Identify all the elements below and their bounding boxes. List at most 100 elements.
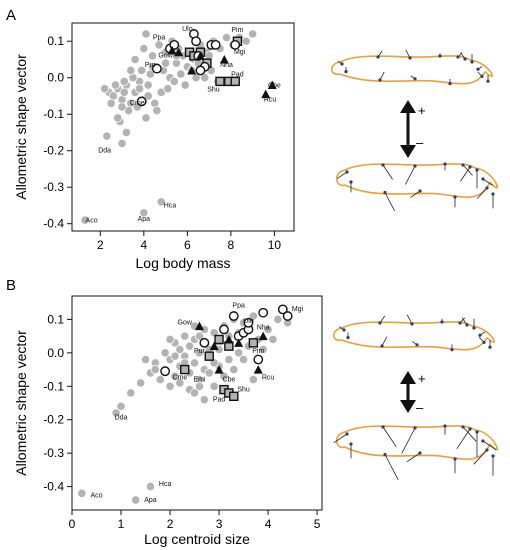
data-point [258, 344, 268, 355]
landmark-point [481, 439, 485, 443]
data-point [139, 208, 149, 218]
landmark-vector [482, 178, 493, 186]
data-point [100, 84, 110, 94]
landmark-point [485, 186, 489, 190]
species-label: Ulo [182, 26, 193, 33]
data-points-b [77, 304, 293, 505]
landmark-point [443, 162, 447, 166]
landmark-point [440, 320, 444, 324]
species-label: Dda [115, 415, 128, 422]
data-point [126, 65, 136, 76]
data-point [143, 91, 153, 101]
species-label: Rcu [264, 96, 277, 103]
x-tick-label: 8 [228, 238, 235, 252]
data-point [189, 358, 200, 368]
landmark-vector [384, 192, 395, 212]
triangle-marker [258, 331, 268, 341]
landmark-point [470, 60, 474, 64]
bone-outline [335, 431, 346, 449]
data-point [145, 481, 156, 492]
landmark-point [465, 323, 469, 327]
shape-b-negative [333, 424, 499, 480]
x-tick-label: 1 [118, 517, 125, 531]
landmark-point [463, 57, 467, 61]
data-point [263, 324, 273, 335]
bone-outline [344, 425, 476, 433]
landmark-point [376, 55, 380, 59]
landmark-point [345, 432, 349, 436]
landmark-point [443, 424, 447, 428]
triangle-marker [195, 51, 205, 60]
bone-outline [332, 327, 343, 342]
data-point [189, 388, 200, 398]
landmark-point [456, 55, 460, 59]
square-marker [215, 76, 225, 87]
species-label: Ulo [243, 318, 254, 325]
landmark-vector [382, 426, 397, 448]
x-tick-label: 5 [314, 517, 321, 531]
species-label: Cme [130, 100, 145, 107]
landmark-point [476, 67, 480, 71]
x-tick-label: 10 [268, 238, 282, 252]
circle-marker [230, 39, 241, 50]
data-point [141, 29, 151, 39]
data-point [130, 54, 140, 65]
data-point [165, 334, 175, 345]
species-label: Pad [213, 396, 226, 403]
circle-marker [199, 337, 210, 348]
bone-outline [335, 169, 346, 187]
species-label: Emi [193, 376, 206, 383]
bone-outline [341, 337, 488, 351]
species-label: Nha [220, 62, 233, 69]
landmark-vector [473, 449, 488, 465]
x-tick-label: 4 [140, 238, 147, 252]
y-axis-label-a: Allometric shape vector [13, 54, 29, 200]
species-label: Gow [178, 319, 193, 326]
data-point [131, 495, 141, 505]
landmark-point [478, 333, 482, 337]
data-point [134, 84, 145, 94]
data-point [204, 368, 214, 378]
bone-outline [344, 181, 491, 198]
plot-frame-b [71, 295, 323, 511]
data-point [224, 354, 234, 365]
data-point [180, 331, 190, 341]
panel-b: B 0.1 0.0 -0.1 -0.2 -0.3 -0.4 0 1 2 3 4 5 Aco Apa Hc… [6, 277, 323, 547]
landmark-point [453, 457, 457, 461]
circle-marker [258, 307, 269, 318]
bone-outline [474, 167, 499, 189]
y-tick-label: -0.2 [43, 144, 64, 158]
shape-illustrations: + – + – [330, 49, 499, 480]
y-axis-label-b: Allometric shape vector [13, 330, 29, 476]
landmark-vector [460, 166, 471, 182]
square-marker [204, 351, 214, 361]
landmark-point [381, 425, 385, 429]
species-label: Apa [144, 497, 157, 504]
shape-b-positive [332, 314, 496, 352]
bone-outline [339, 55, 471, 63]
data-point [165, 381, 175, 391]
panel-a: A 0.1 0.0 -0.1 -0.2 -0.3 -0.4 2 4 6 8 10 Aco Apa Hc… [6, 7, 295, 271]
square-marker [230, 76, 240, 87]
species-label: Pim [231, 27, 243, 34]
landmark-point [378, 78, 382, 82]
data-point [147, 51, 158, 61]
landmark-point [383, 190, 387, 195]
data-points-a [80, 29, 277, 225]
data-point [175, 378, 185, 388]
landmark-vector [456, 428, 471, 450]
triangle-marker [174, 47, 184, 57]
landmark-point [491, 192, 495, 196]
x-axis-label-b: Log centroid size [144, 531, 250, 547]
data-point [194, 381, 205, 391]
panel-letter-b: B [6, 277, 16, 294]
data-point [268, 334, 278, 345]
circle-marker [253, 354, 264, 365]
species-label: Pad [231, 71, 244, 78]
data-point [238, 354, 249, 365]
landmark-point [383, 452, 387, 457]
data-point [248, 29, 258, 39]
landmark-vector [381, 336, 388, 347]
y-tick-label: 0.1 [47, 312, 64, 326]
data-point [119, 76, 129, 86]
